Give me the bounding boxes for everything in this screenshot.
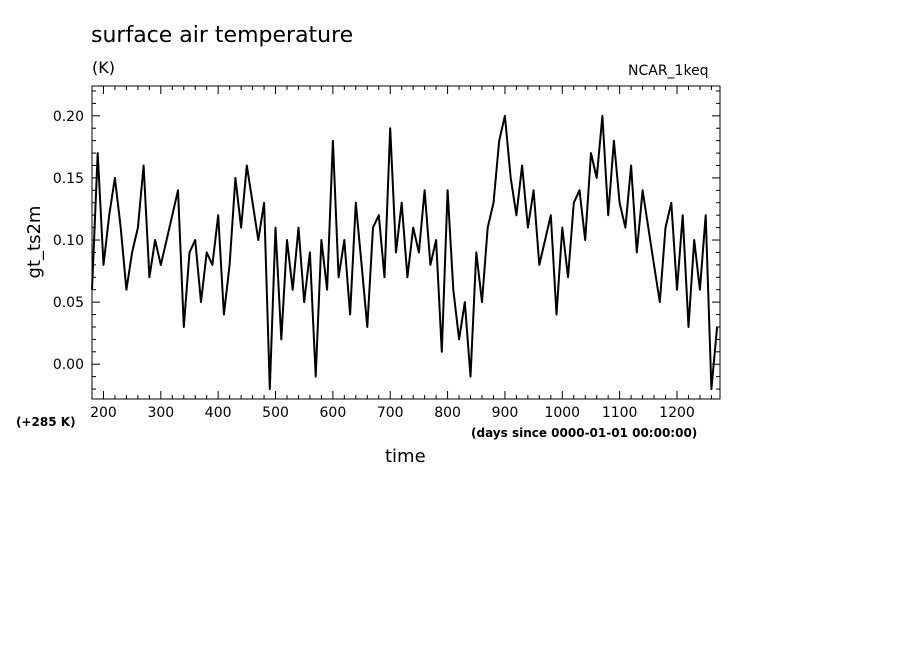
x-tick-label: 500 [262,405,289,421]
x-tick-label: 400 [205,405,232,421]
x-tick-label: 600 [320,405,347,421]
x-units-note: (days since 0000-01-01 00:00:00) [471,426,698,440]
chart-title: surface air temperature [91,23,354,48]
x-axis-ticks: 200 300 400 500 600 700 800 900 1000 1100 1200 [90,86,712,421]
x-tick-label: 800 [434,405,461,421]
x-tick-label: 200 [90,405,117,421]
x-tick-label: 700 [377,405,404,421]
units-label: (K) [92,58,115,77]
y-tick-label: 0.20 [53,109,84,125]
y-axis-label: gt_ts2m [24,206,45,279]
plot-frame [91,85,721,400]
source-label: NCAR_1keq [628,63,709,79]
x-tick-label: 900 [492,405,519,421]
y-tick-label: 0.05 [53,295,84,311]
y-axis-ticks: 0.00 0.05 0.10 0.15 0.20 [53,90,720,390]
y-tick-label: 0.15 [53,171,84,187]
x-tick-label: 300 [147,405,174,421]
y-tick-label: 0.00 [53,357,84,373]
y-offset-note: (+285 K) [16,415,76,429]
x-tick-label: 1200 [659,405,695,421]
series-line [91,114,719,391]
x-axis-label: time [385,446,426,467]
x-tick-label: 1100 [602,405,638,421]
x-tick-label: 1000 [544,405,580,421]
y-tick-label: 0.10 [53,233,84,249]
